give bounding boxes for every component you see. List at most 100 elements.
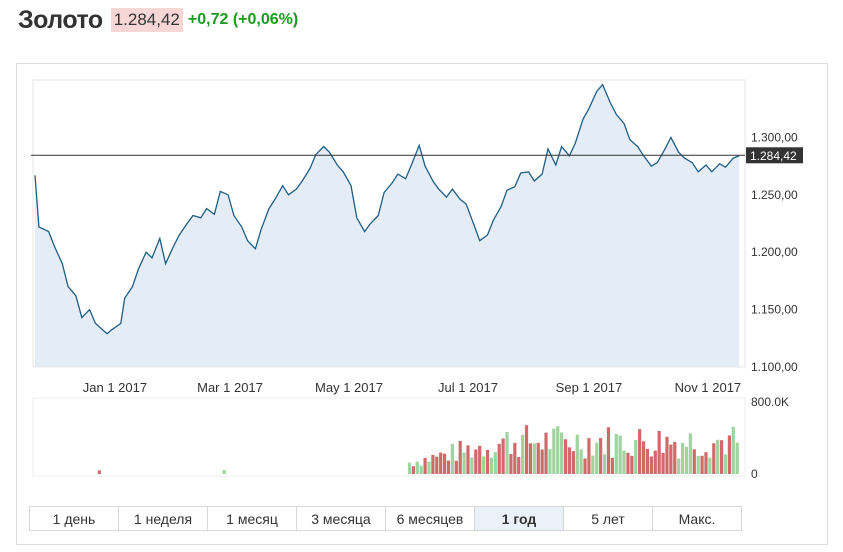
volume-bar [485, 449, 490, 474]
volume-bar [446, 460, 451, 474]
volume-bar [575, 434, 579, 474]
volume-bar [571, 451, 575, 474]
x-tick-label: Nov 1 2017 [675, 380, 742, 395]
volume-bar [669, 444, 673, 474]
volume-bar [673, 441, 677, 474]
volume-bar [454, 460, 458, 474]
volume-bar [521, 434, 525, 474]
volume-bar [618, 435, 622, 474]
last-price-label: 1.284,42 [750, 149, 797, 163]
volume-bar [509, 453, 513, 474]
y-tick-label: 1.100,00 [751, 360, 798, 374]
volume-bar [544, 432, 548, 474]
range-tab-2[interactable]: 1 месяц [208, 507, 297, 530]
volume-bar [649, 456, 653, 474]
volume-bar [634, 439, 638, 474]
last-price: 1.284,42 [110, 8, 183, 32]
range-tab-4[interactable]: 6 месяцев [386, 507, 475, 530]
volume-bar [462, 452, 466, 474]
volume-bar [540, 449, 544, 474]
volume-bar [513, 442, 517, 474]
volume-bar [641, 441, 646, 474]
y-tick-label: 1.150,00 [751, 303, 798, 317]
volume-bar [567, 447, 572, 474]
volume-bar [677, 458, 681, 474]
volume-bar [478, 445, 482, 474]
volume-bar [474, 449, 478, 474]
volume-bar [497, 443, 501, 474]
volume-bar [427, 461, 431, 474]
volume-bar [696, 455, 700, 474]
volume-bar [439, 452, 443, 474]
volume-bar [411, 466, 415, 474]
x-tick-label: May 1 2017 [315, 380, 383, 395]
volume-bar [556, 426, 560, 474]
volume-bar [583, 458, 587, 474]
range-tab-6[interactable]: 5 лет [564, 507, 653, 530]
volume-bar [450, 443, 454, 474]
volume-bar [688, 433, 692, 474]
volume-bar [606, 427, 611, 474]
volume-bar [731, 426, 735, 474]
volume-plot-frame [32, 397, 746, 477]
range-tab-3[interactable]: 3 месяца [297, 507, 386, 530]
last-price-label-bg [746, 147, 803, 164]
volume-bar [505, 432, 509, 474]
volume-bar [591, 455, 595, 474]
y-tick-label: 1.250,00 [751, 188, 798, 202]
range-tab-0[interactable]: 1 день [30, 507, 119, 530]
instrument-title: Золото [18, 5, 103, 34]
volume-bar [493, 452, 497, 474]
y-tick-label: 1.300,00 [751, 130, 798, 144]
volume-bar [723, 454, 728, 474]
volume-bar [466, 445, 470, 474]
volume-bar [536, 442, 540, 474]
quote-header: Золото 1.284,42 +0,72 (+0,06%) [18, 4, 298, 36]
volume-bar [222, 469, 226, 474]
volume-bar [442, 453, 447, 474]
price-change: +0,72 (+0,06%) [187, 11, 299, 28]
volume-bar [482, 456, 486, 474]
volume-bar [579, 449, 583, 474]
volume-bar [423, 457, 427, 474]
volume-bar [548, 449, 552, 474]
volume-bar [419, 465, 423, 474]
volume-tick-label: 800.0K [751, 395, 789, 409]
volume-bar [489, 457, 494, 474]
range-tab-1[interactable]: 1 неделя [119, 507, 208, 530]
volume-bar [415, 461, 419, 474]
volume-bar [524, 425, 529, 474]
range-tabs: 1 день 1 неделя 1 месяц 3 месяца 6 месяцев 1 … [29, 506, 742, 531]
volume-bar [470, 457, 474, 474]
volume-bar [719, 440, 724, 474]
volume-bar [657, 430, 661, 474]
volume-bar [684, 446, 689, 474]
volume-tick-label: 0 [751, 467, 758, 481]
volume-bar [602, 454, 607, 474]
range-tab-5[interactable]: 1 год [475, 507, 564, 530]
volume-bar [680, 442, 685, 474]
volume-bar [587, 438, 591, 474]
volume-bar [610, 457, 614, 474]
x-tick-label: Jul 1 2017 [438, 380, 498, 395]
volume-bar [97, 470, 101, 474]
x-tick-label: Mar 1 2017 [197, 380, 263, 395]
y-tick-label: 1.200,00 [751, 245, 798, 259]
volume-bar [435, 456, 439, 474]
volume-bar [501, 438, 505, 474]
volume-bar [630, 455, 634, 474]
volume-bar [407, 462, 412, 474]
volume-bar [692, 449, 696, 474]
range-tab-7[interactable]: Макс. [653, 507, 741, 530]
volume-bar [458, 440, 462, 474]
volume-bar [626, 452, 630, 474]
volume-bar [708, 457, 712, 474]
x-tick-label: Sep 1 2017 [556, 380, 623, 395]
volume-bar [700, 455, 704, 474]
volume-bar [599, 438, 603, 474]
volume-bar [532, 443, 536, 474]
volume-bar [638, 429, 642, 474]
volume-bar [431, 454, 435, 474]
volume-bar [595, 442, 599, 474]
